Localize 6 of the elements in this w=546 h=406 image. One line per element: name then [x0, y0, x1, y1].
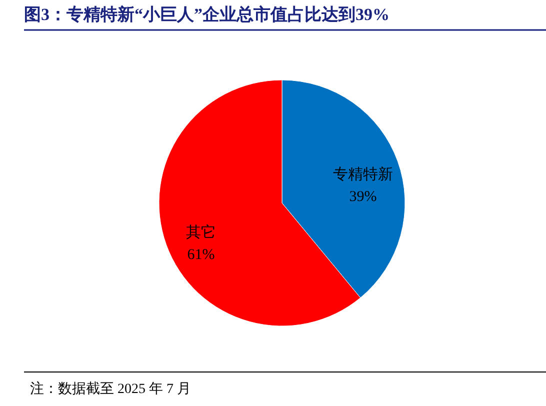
slice-label: 专精特新 — [333, 166, 394, 183]
text: 注：数据截至 2025 年 7 月 — [30, 381, 191, 397]
data-label: 39% — [349, 188, 377, 205]
chart-title: 图3：专精特新“小巨人”企业总市值占比达到39% — [24, 5, 390, 24]
slice-label: 其它 — [186, 224, 216, 242]
data-label: 61% — [187, 247, 215, 264]
